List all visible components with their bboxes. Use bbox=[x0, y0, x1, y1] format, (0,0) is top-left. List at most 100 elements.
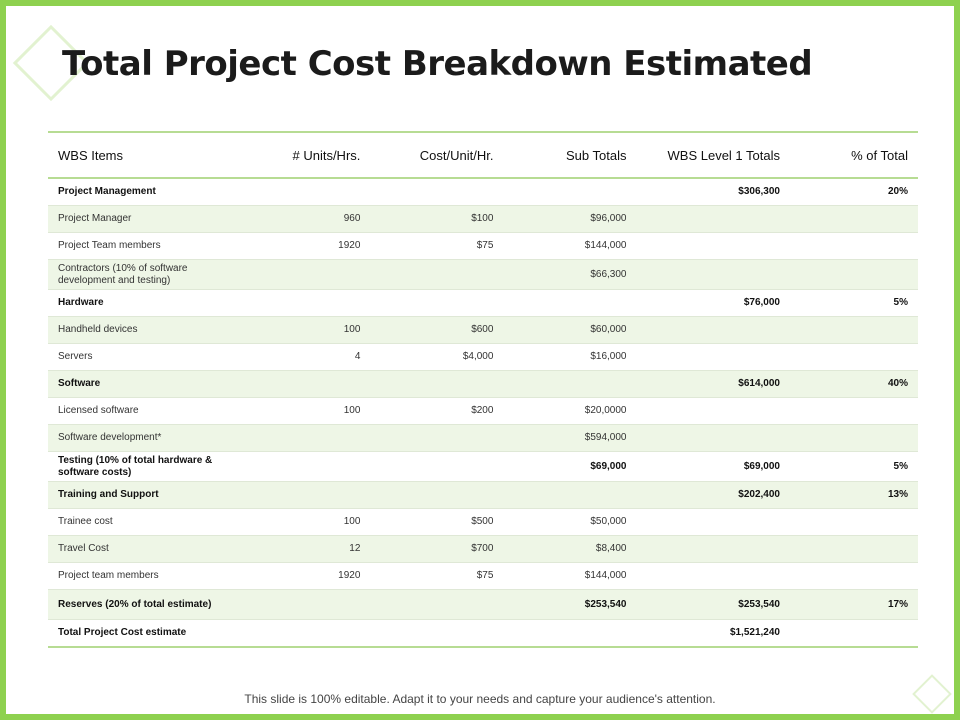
cell-subtotal: $66,300 bbox=[503, 259, 637, 290]
cell-cost bbox=[370, 451, 504, 482]
table-row: Handheld devices 100 $600 $60,000 bbox=[48, 316, 918, 344]
cell-percent: 17% bbox=[790, 589, 918, 620]
table-row: Project Manager 960 $100 $96,000 bbox=[48, 205, 918, 233]
cell-item: Project Management bbox=[48, 178, 238, 206]
table-row: Total Project Cost estimate $1,521,240 bbox=[48, 619, 918, 648]
cell-subtotal bbox=[503, 289, 637, 317]
cell-units: 100 bbox=[237, 316, 371, 344]
cell-cost: $600 bbox=[370, 316, 504, 344]
table-row: Hardware $76,000 5% bbox=[48, 289, 918, 317]
cell-item: Travel Cost bbox=[48, 535, 238, 563]
cell-subtotal: $96,000 bbox=[503, 205, 637, 233]
cell-units bbox=[237, 370, 371, 398]
cell-level1-total: $253,540 bbox=[636, 589, 790, 620]
cell-level1-total bbox=[636, 562, 790, 590]
table-row: Training and Support $202,400 13% bbox=[48, 481, 918, 509]
cell-units: 4 bbox=[237, 343, 371, 371]
cell-percent: 5% bbox=[790, 289, 918, 317]
header-wbs-items: WBS Items bbox=[48, 131, 238, 179]
table-row: Project team members 1920 $75 $144,000 bbox=[48, 562, 918, 590]
cell-cost bbox=[370, 178, 504, 206]
cell-item: Testing (10% of total hardware & softwar… bbox=[48, 451, 238, 482]
table-row: Software $614,000 40% bbox=[48, 370, 918, 398]
cell-item: Hardware bbox=[48, 289, 238, 317]
cell-subtotal bbox=[503, 619, 637, 648]
table-row: Contractors (10% of software development… bbox=[48, 259, 918, 290]
cell-cost: $200 bbox=[370, 397, 504, 425]
cell-subtotal: $594,000 bbox=[503, 424, 637, 452]
cell-subtotal: $144,000 bbox=[503, 562, 637, 590]
cell-units bbox=[237, 451, 371, 482]
cell-units bbox=[237, 589, 371, 620]
cell-subtotal: $50,000 bbox=[503, 508, 637, 536]
cell-item: Project Manager bbox=[48, 205, 238, 233]
cell-units: 100 bbox=[237, 397, 371, 425]
cell-subtotal: $60,000 bbox=[503, 316, 637, 344]
cell-item: Total Project Cost estimate bbox=[48, 619, 238, 648]
cell-units bbox=[237, 289, 371, 317]
cell-item: Servers bbox=[48, 343, 238, 371]
cell-level1-total bbox=[636, 316, 790, 344]
footer-note: This slide is 100% editable. Adapt it to… bbox=[244, 692, 716, 706]
cell-subtotal: $20,0000 bbox=[503, 397, 637, 425]
cell-units: 1920 bbox=[237, 232, 371, 260]
table-row: Trainee cost 100 $500 $50,000 bbox=[48, 508, 918, 536]
cell-level1-total bbox=[636, 508, 790, 536]
cell-percent bbox=[790, 205, 918, 233]
table-row: Servers 4 $4,000 $16,000 bbox=[48, 343, 918, 371]
cell-level1-total bbox=[636, 397, 790, 425]
cell-item: Contractors (10% of software development… bbox=[48, 259, 238, 290]
cell-level1-total: $76,000 bbox=[636, 289, 790, 317]
table-row: Testing (10% of total hardware & softwar… bbox=[48, 451, 918, 482]
cell-subtotal: $69,000 bbox=[503, 451, 637, 482]
table-row: Software development* $594,000 bbox=[48, 424, 918, 452]
cell-level1-total bbox=[636, 343, 790, 371]
cell-cost: $100 bbox=[370, 205, 504, 233]
cell-units: 1920 bbox=[237, 562, 371, 590]
cell-cost: $700 bbox=[370, 535, 504, 563]
header-sub-totals: Sub Totals bbox=[503, 131, 637, 179]
cell-units bbox=[237, 424, 371, 452]
cell-item: Software development* bbox=[48, 424, 238, 452]
cell-percent bbox=[790, 232, 918, 260]
cell-cost bbox=[370, 259, 504, 290]
cell-percent bbox=[790, 424, 918, 452]
cell-subtotal: $144,000 bbox=[503, 232, 637, 260]
cell-item: Project team members bbox=[48, 562, 238, 590]
cell-percent bbox=[790, 508, 918, 536]
header-units-hrs: # Units/Hrs. bbox=[237, 131, 371, 179]
cell-units: 960 bbox=[237, 205, 371, 233]
cell-item: Training and Support bbox=[48, 481, 238, 509]
cell-item: Project Team members bbox=[48, 232, 238, 260]
cell-subtotal bbox=[503, 370, 637, 398]
cell-units bbox=[237, 178, 371, 206]
cell-level1-total: $614,000 bbox=[636, 370, 790, 398]
header-percent-of-total: % of Total bbox=[790, 131, 918, 179]
cell-cost bbox=[370, 481, 504, 509]
cell-percent bbox=[790, 316, 918, 344]
cell-level1-total: $1,521,240 bbox=[636, 619, 790, 648]
cell-item: Licensed software bbox=[48, 397, 238, 425]
cell-units: 100 bbox=[237, 508, 371, 536]
cell-percent bbox=[790, 535, 918, 563]
cell-percent bbox=[790, 343, 918, 371]
cell-level1-total bbox=[636, 259, 790, 290]
cell-percent bbox=[790, 619, 918, 648]
cell-cost bbox=[370, 619, 504, 648]
cell-level1-total: $69,000 bbox=[636, 451, 790, 482]
cell-cost bbox=[370, 424, 504, 452]
cell-cost bbox=[370, 289, 504, 317]
cell-percent: 5% bbox=[790, 451, 918, 482]
cell-level1-total bbox=[636, 535, 790, 563]
cell-level1-total bbox=[636, 205, 790, 233]
cell-item: Software bbox=[48, 370, 238, 398]
table-row: Licensed software 100 $200 $20,0000 bbox=[48, 397, 918, 425]
cell-subtotal: $253,540 bbox=[503, 589, 637, 620]
cell-units: 12 bbox=[237, 535, 371, 563]
cell-units bbox=[237, 619, 371, 648]
table-row: Project Team members 1920 $75 $144,000 bbox=[48, 232, 918, 260]
cell-percent bbox=[790, 259, 918, 290]
cell-percent bbox=[790, 397, 918, 425]
cell-cost: $500 bbox=[370, 508, 504, 536]
